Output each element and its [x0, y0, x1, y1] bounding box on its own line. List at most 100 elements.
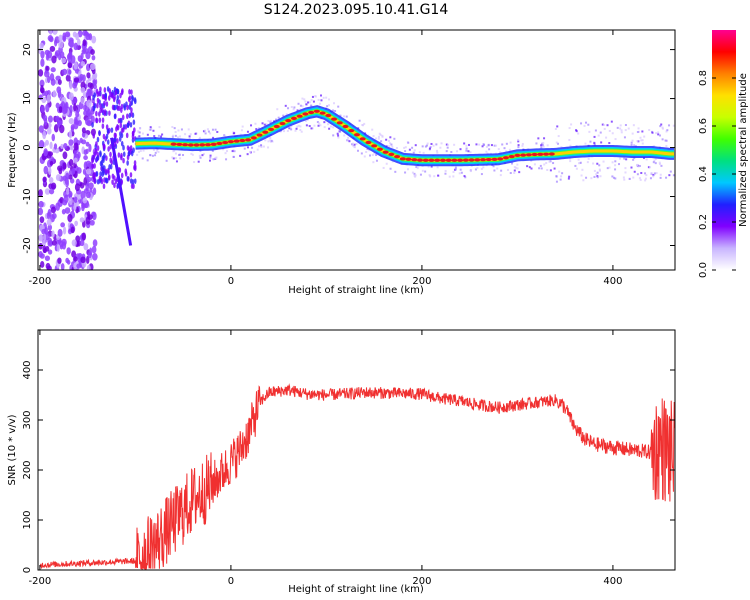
- spectral-scatter-point: [599, 175, 602, 178]
- spectral-turbulence-blob: [95, 141, 98, 147]
- spectral-noise-blob: [68, 51, 73, 59]
- spectral-scatter-point: [652, 175, 655, 178]
- spectral-noise-blob: [71, 250, 77, 258]
- spectral-scatter-point: [593, 175, 596, 178]
- spectral-turbulence-blob: [114, 89, 118, 96]
- spectral-scatter-point: [207, 130, 210, 133]
- spectral-turbulence-blob: [122, 151, 126, 157]
- spectral-noise-blob: [65, 74, 71, 82]
- spectral-scatter-point: [282, 114, 285, 117]
- spectral-turbulence-blob: [116, 88, 120, 95]
- spectral-scatter-point: [311, 95, 314, 98]
- snr-y-tick-label: 200: [22, 460, 33, 479]
- spectral-noise-blob: [39, 79, 45, 88]
- spectral-scatter-point: [505, 142, 508, 145]
- spectral-scatter-point: [413, 149, 416, 152]
- spectral-scatter-point: [416, 167, 419, 170]
- spectral-scatter-point: [318, 122, 321, 125]
- spectral-scatter-point: [301, 97, 304, 100]
- spectral-scatter-point: [655, 132, 658, 135]
- spectral-noise-blob: [60, 263, 65, 270]
- spectral-scatter-point: [614, 177, 617, 180]
- spectral-scatter-point: [269, 139, 272, 142]
- spectral-scatter-point: [138, 127, 141, 130]
- spectral-scatter-point: [624, 167, 627, 170]
- spectral-noise-blob: [43, 117, 48, 126]
- spectral-scatter-point: [611, 132, 614, 135]
- snr-x-tick-label: 0: [228, 576, 234, 587]
- spectral-scatter-point: [638, 177, 641, 180]
- spectral-scatter-point: [421, 145, 424, 148]
- spectral-scatter-point: [526, 165, 529, 168]
- spectral-descending-trace: [110, 137, 133, 246]
- spectral-scatter-point: [260, 146, 263, 149]
- spectral-noise-blob: [44, 70, 50, 78]
- spectral-scatter-point: [157, 134, 160, 137]
- spectral-turbulence-blob: [111, 104, 115, 111]
- spectral-peak-mark: [508, 154, 515, 159]
- spectral-scatter-point: [171, 156, 174, 159]
- spectral-scatter-point: [644, 179, 647, 182]
- spectral-turbulence-blob: [101, 163, 104, 170]
- spectral-noise-blob: [73, 77, 80, 83]
- spectral-turbulence-blob: [117, 152, 121, 158]
- spectral-scatter-point: [467, 150, 470, 153]
- spectral-scatter-point: [201, 154, 204, 157]
- spectral-peak-mark: [199, 143, 206, 147]
- spectral-scatter-point: [620, 129, 623, 132]
- spectral-scatter-point: [418, 151, 421, 154]
- spectral-scatter-point: [267, 119, 270, 122]
- spectral-scatter-point: [495, 144, 498, 147]
- spectral-scatter-point: [352, 144, 355, 147]
- spectral-scatter-point: [598, 168, 601, 171]
- spectral-noise-blob: [50, 206, 56, 214]
- spectral-scatter-point: [414, 174, 417, 177]
- spectral-scatter-point: [406, 168, 409, 171]
- spectral-turbulence-blob: [130, 100, 134, 106]
- spectral-scatter-point: [296, 125, 299, 128]
- spectral-turbulence-blob: [112, 96, 116, 103]
- spectral-scatter-point: [253, 150, 256, 153]
- spectral-peak-mark: [285, 119, 292, 123]
- spectral-scatter-point: [421, 169, 424, 172]
- spectral-scatter-point: [440, 142, 443, 145]
- spectral-scatter-point: [433, 175, 436, 178]
- spectral-scatter-point: [334, 109, 337, 112]
- spectral-scatter-point: [585, 176, 588, 179]
- spectral-turbulence-blob: [102, 183, 106, 190]
- spectral-noise-blob: [64, 105, 68, 114]
- spectral-scatter-point: [241, 125, 244, 128]
- spectral-scatter-point: [648, 129, 651, 132]
- spectral-turbulence-blob: [128, 89, 131, 95]
- spectral-noise-blob: [73, 262, 78, 270]
- spectral-scatter-point: [541, 143, 544, 146]
- spectral-scatter-point: [360, 152, 363, 155]
- spectral-scatter-point: [424, 145, 427, 148]
- spectral-scatter-point: [232, 155, 235, 158]
- spectral-noise-blob: [43, 148, 48, 157]
- spectral-noise-blob: [49, 160, 54, 166]
- spectral-scatter-point: [556, 125, 559, 128]
- spectral-noise-blob: [49, 30, 53, 35]
- spectral-noise-blob: [69, 105, 73, 114]
- spectral-scatter-point: [645, 174, 648, 177]
- spectral-scatter-point: [265, 123, 268, 126]
- spectral-scatter-point: [395, 147, 398, 150]
- spectral-scatter-point: [411, 146, 414, 149]
- spectral-scatter-point: [138, 131, 141, 134]
- spectral-turbulence-blob: [119, 131, 122, 137]
- spectral-turbulence-blob: [93, 163, 96, 169]
- spectral-scatter-point: [154, 151, 157, 154]
- spectral-scatter-point: [394, 170, 397, 173]
- spectral-scatter-point: [658, 134, 661, 137]
- spectral-noise-blob: [42, 245, 47, 254]
- spectral-scatter-point: [555, 141, 558, 144]
- snr-y-tick-label: 300: [22, 410, 33, 429]
- spectral-scatter-point: [623, 178, 626, 181]
- spectral-noise-blob: [91, 35, 97, 44]
- spectral-turbulence-blob: [99, 151, 102, 158]
- spectral-scatter-point: [463, 142, 466, 145]
- spectral-scatter-point: [308, 101, 311, 104]
- spectral-turbulence-blob: [102, 133, 106, 140]
